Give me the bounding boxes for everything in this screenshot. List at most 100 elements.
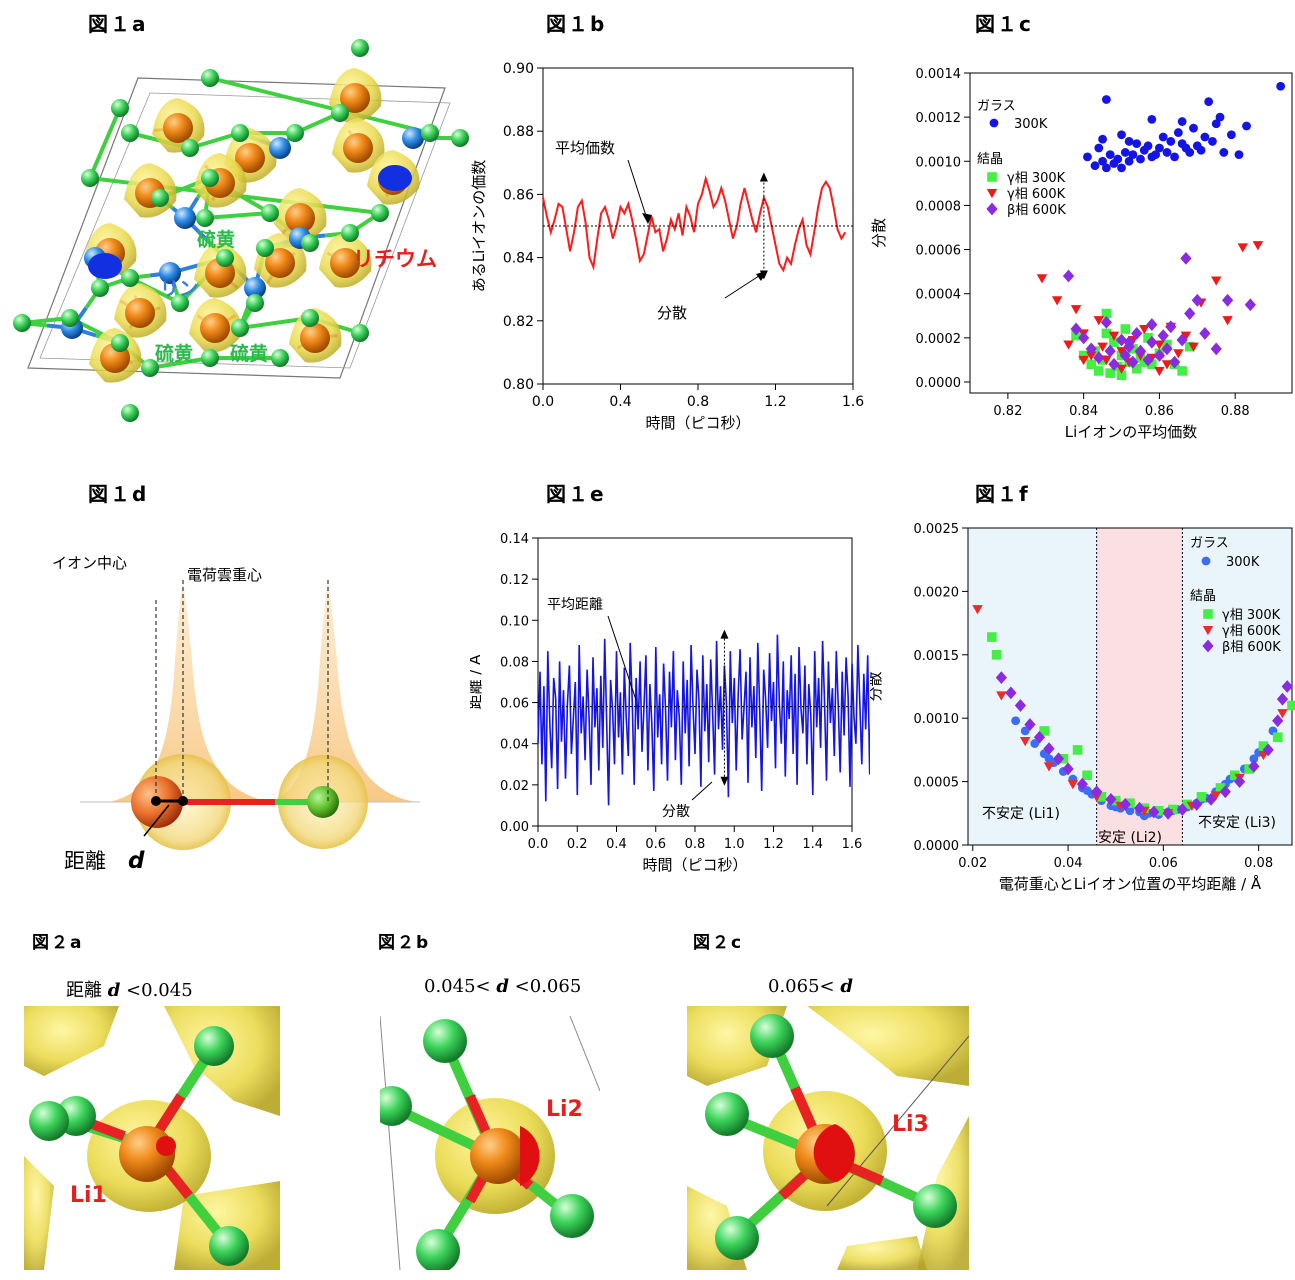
fig1b-xtick-label-0: 0.0 [532, 394, 554, 410]
fig1b-variance-up [759, 172, 768, 182]
fig1c-point-1-1 [1078, 350, 1089, 361]
fig1f-xtick-label-1: 0.04 [1054, 856, 1083, 871]
fig1e-ytick-label-5: 0.10 [500, 614, 529, 629]
li-atom-3 [343, 133, 373, 163]
fig1f-point-0-28 [1044, 754, 1054, 764]
fig1c-point-3-6 [1104, 344, 1116, 358]
fig2a-label: 図２a [32, 933, 84, 953]
fig1b-xtick-label-3: 1.2 [764, 394, 786, 410]
s-atom-8 [201, 69, 219, 87]
fig1f-ytick-label-5: 0.0025 [914, 522, 960, 537]
fig1f-region-0 [968, 528, 1097, 845]
fig1c-point-3-19 [1165, 320, 1177, 334]
fig1c-legend-marker-crystal-0 [987, 172, 997, 182]
s-atom-15 [256, 239, 274, 257]
fig1c-point-3-3 [1085, 342, 1097, 356]
fig1c-point-0-11 [1120, 148, 1130, 157]
fig1f-point-2-4 [1067, 780, 1079, 790]
s-atom-33 [151, 189, 169, 207]
fig1c-xtick-label-2: 0.86 [1145, 404, 1174, 419]
fig1c-point-0-8 [1113, 154, 1123, 164]
fig1c-point-1-14 [1131, 363, 1142, 374]
fig1f-point-1-17 [1258, 741, 1269, 751]
fig1c-ytick-label-0: 0.0000 [916, 376, 962, 391]
fig1b-xtick-label-1: 0.4 [609, 394, 631, 410]
fig1c-point-0-24 [1170, 152, 1179, 162]
s-atom-25 [351, 324, 369, 342]
fig1e-ytick-label-7: 0.14 [500, 532, 529, 547]
fig1c-ytick-label-3: 0.0006 [916, 244, 962, 259]
fig1c-ytick-label-4: 0.0008 [916, 199, 962, 214]
fig1f-ytick-label-4: 0.0020 [914, 585, 960, 600]
fig1e-annotation-mean: 平均距離 [547, 596, 603, 613]
fig1c-point-0-33 [1204, 97, 1214, 107]
fig1c-point-0-10 [1117, 163, 1126, 173]
fig1c-ytick-label-1: 0.0002 [916, 332, 962, 347]
s-atom-11 [201, 169, 219, 187]
fig1f-point-1-14 [1215, 783, 1226, 793]
fig1c-point-1-21 [1177, 366, 1187, 376]
fig1c-point-3-25 [1199, 327, 1211, 340]
fig1f-point-1-7 [1110, 795, 1121, 806]
s-ion [307, 786, 339, 818]
fig1c-point-3-21 [1176, 333, 1188, 347]
s-atom-7 [451, 129, 469, 147]
fig1c-legend-label-crystal-0: γ相 300K [1007, 171, 1066, 186]
fig1c-point-2-27 [1078, 355, 1089, 366]
fig1f-point-1-16 [1244, 764, 1254, 774]
fig1b-ytick-label-4: 0.88 [503, 124, 534, 140]
p-atom-2 [174, 207, 196, 229]
fig1c-point-0-1 [1090, 161, 1100, 171]
s-atom-14 [301, 234, 319, 252]
s-atom-27 [61, 309, 79, 327]
fig1c-point-1-13 [1128, 344, 1138, 354]
fig1b-ytick-label-1: 0.82 [503, 314, 534, 330]
fig1c-point-2-7 [1097, 342, 1108, 352]
fig1b-arrow-mean [627, 159, 649, 223]
s-atom-32 [121, 404, 139, 422]
fig1c-point-3-30 [1146, 318, 1158, 331]
s-atom-17 [371, 204, 389, 222]
bond-s-12 [129, 276, 181, 305]
fig1e-variance-down [720, 776, 729, 786]
fig1c-ytick-label-6: 0.0012 [916, 111, 962, 126]
fig1e-xtick-label-4: 0.8 [685, 837, 706, 852]
fig1f-xtick-label-3: 0.08 [1244, 856, 1273, 871]
fig1c-legend-label-glass-0: 300K [1014, 117, 1048, 132]
s-atom-2 [231, 124, 249, 142]
ion-center-label: イオン中心 [52, 554, 127, 572]
fig1c-label: 図１c [975, 12, 1033, 36]
fig1c-point-0-4 [1101, 95, 1111, 104]
distance-d: d [128, 848, 145, 874]
fig1f-xtick-label-0: 0.02 [958, 856, 987, 871]
fig1f-point-3-11 [1119, 798, 1131, 811]
fig1f-chart: 0.02 0.04 0.06 0.08 0.0000 0.0005 0.0010 0.0015… [870, 522, 1295, 893]
fig1f-point-2-0 [972, 605, 983, 615]
fig1e-label: 図１e [546, 482, 606, 506]
s-atom-9 [111, 99, 129, 117]
fig1f-point-3-19 [1233, 775, 1246, 788]
fig2b-rendering: Li2 [380, 1006, 600, 1270]
fig1b-ytick-label-3: 0.86 [503, 187, 534, 203]
fig1c-point-2-19 [1173, 349, 1184, 359]
fig1c-point-2-23 [1211, 276, 1222, 286]
fig1e-ytick-label-3: 0.06 [500, 697, 529, 712]
fig1c-point-0-15 [1136, 154, 1145, 164]
fig2c-rendering: Li3 [687, 1006, 969, 1270]
fig1f-point-3-21 [1262, 743, 1274, 757]
fig1b-label: 図１b [546, 12, 607, 36]
fig1c-point-0-29 [1189, 123, 1198, 133]
fig1f-point-1-15 [1230, 770, 1240, 781]
li-atom-6 [285, 203, 315, 233]
fig1a-structure: 硫黄 リン リチウム 硫黄 硫黄 [13, 39, 469, 422]
fig1f-point-1-4 [1072, 745, 1083, 755]
fig1f-label: 図１f [975, 482, 1030, 506]
charge-peak-left [110, 580, 270, 802]
fig1c-point-3-22 [1180, 251, 1192, 265]
fig1f-ytick-label-1: 0.0005 [914, 776, 960, 791]
fig1c-point-2-25 [1237, 243, 1248, 253]
fig1b-annotation-mean: 平均価数 [555, 139, 615, 157]
fig1a-label: 図１a [88, 12, 148, 36]
fig1c-point-0-43 [1124, 137, 1134, 146]
fig1f-point-3-6 [1052, 752, 1065, 766]
